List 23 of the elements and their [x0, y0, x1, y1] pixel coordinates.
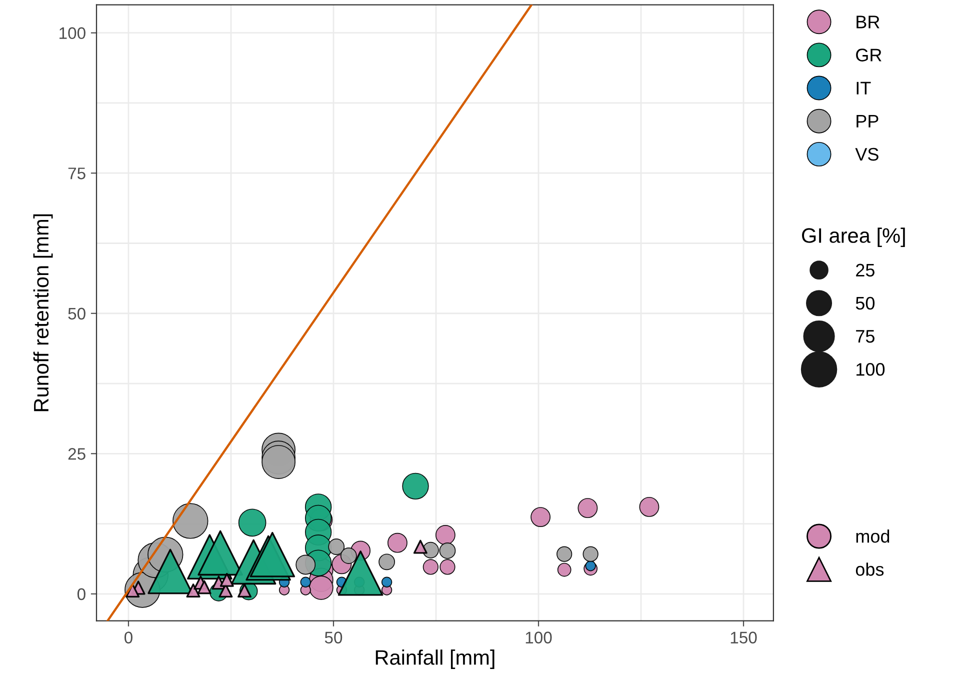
x-tick-label: 150: [730, 632, 757, 644]
x-tick-label: 100: [526, 632, 552, 644]
legend-label: 100: [856, 363, 885, 376]
legend-label: 50: [856, 296, 875, 310]
y-tick-label: 100: [60, 27, 86, 40]
text: mod: [856, 529, 890, 543]
legend-label: 25: [856, 264, 874, 277]
x-axis-title: Rainfall [mm]: [376, 650, 494, 669]
x-tick-label: 0: [124, 632, 132, 644]
text: obs: [856, 562, 884, 576]
legend-label: IT: [856, 82, 871, 94]
x-tick-label: 50: [324, 632, 342, 644]
y-axis-title: Runoff retention [mm]: [33, 214, 53, 412]
legend-label: PP: [856, 115, 878, 128]
legend-label: 75: [856, 330, 874, 343]
y-tick-label: 75: [68, 168, 86, 180]
y-tick-label: 0: [77, 588, 86, 600]
legend-label: GR: [856, 48, 882, 62]
y-tick-label: 50: [68, 308, 86, 320]
legend-title: GI area [%]: [802, 228, 905, 248]
y-tick-label: 25: [68, 448, 86, 460]
legend-label: VS: [855, 148, 878, 161]
legend-label: BR: [856, 16, 880, 28]
